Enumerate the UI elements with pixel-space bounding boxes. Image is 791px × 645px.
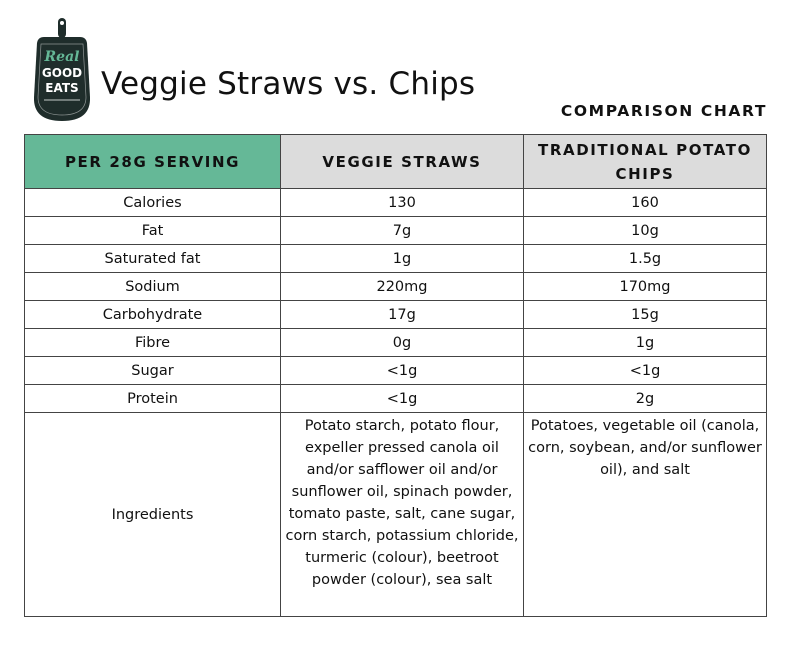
page-subtitle: COMPARISON CHART <box>560 102 767 120</box>
potato-chips-value: <1g <box>523 356 767 385</box>
table-row: Fat 7g 10g <box>24 216 767 245</box>
veggie-straws-value: <1g <box>280 384 524 413</box>
veggie-straws-value: 0g <box>280 328 524 357</box>
table-row: Protein <1g 2g <box>24 384 767 413</box>
potato-chips-value: 1g <box>523 328 767 357</box>
column-header-veggie-straws: VEGGIE STRAWS <box>280 134 524 189</box>
comparison-table: PER 28G SERVING VEGGIE STRAWS TRADITIONA… <box>24 134 767 617</box>
veggie-straws-value: 1g <box>280 244 524 273</box>
potato-chips-value: 170mg <box>523 272 767 301</box>
real-good-eats-logo: Real GOOD EATS <box>33 18 91 121</box>
potato-chips-value: 160 <box>523 188 767 217</box>
page-title: Veggie Straws vs. Chips <box>101 66 476 102</box>
potato-chips-ingredients: Potatoes, vegetable oil (canola, corn, s… <box>523 412 767 617</box>
veggie-straws-value: <1g <box>280 356 524 385</box>
svg-text:Real: Real <box>44 49 80 65</box>
row-label: Sugar <box>24 356 281 385</box>
veggie-straws-value: 130 <box>280 188 524 217</box>
veggie-straws-value: 17g <box>280 300 524 329</box>
table-row: Calories 130 160 <box>24 188 767 217</box>
table-row: Saturated fat 1g 1.5g <box>24 244 767 273</box>
column-header-serving: PER 28G SERVING <box>24 134 281 189</box>
potato-chips-value: 10g <box>523 216 767 245</box>
svg-text:EATS: EATS <box>45 81 78 95</box>
potato-chips-value: 1.5g <box>523 244 767 273</box>
table-header-row: PER 28G SERVING VEGGIE STRAWS TRADITIONA… <box>24 134 767 189</box>
ingredients-row: Ingredients Potato starch, potato flour,… <box>24 412 767 617</box>
table-row: Fibre 0g 1g <box>24 328 767 357</box>
svg-text:GOOD: GOOD <box>42 66 82 80</box>
potato-chips-value: 2g <box>523 384 767 413</box>
row-label: Sodium <box>24 272 281 301</box>
row-label: Ingredients <box>24 412 281 617</box>
potato-chips-value: 15g <box>523 300 767 329</box>
veggie-straws-value: 7g <box>280 216 524 245</box>
row-label: Protein <box>24 384 281 413</box>
table-row: Sodium 220mg 170mg <box>24 272 767 301</box>
table-row: Sugar <1g <1g <box>24 356 767 385</box>
veggie-straws-value: 220mg <box>280 272 524 301</box>
column-header-potato-chips: TRADITIONAL POTATO CHIPS <box>523 134 767 189</box>
table-row: Carbohydrate 17g 15g <box>24 300 767 329</box>
row-label: Calories <box>24 188 281 217</box>
veggie-straws-ingredients: Potato starch, potato flour, expeller pr… <box>280 412 524 617</box>
row-label: Fibre <box>24 328 281 357</box>
row-label: Carbohydrate <box>24 300 281 329</box>
row-label: Saturated fat <box>24 244 281 273</box>
row-label: Fat <box>24 216 281 245</box>
